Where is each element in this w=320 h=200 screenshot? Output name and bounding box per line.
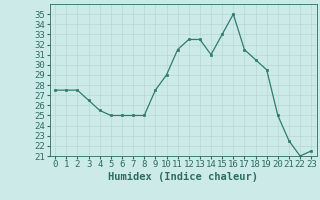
X-axis label: Humidex (Indice chaleur): Humidex (Indice chaleur) xyxy=(108,172,258,182)
